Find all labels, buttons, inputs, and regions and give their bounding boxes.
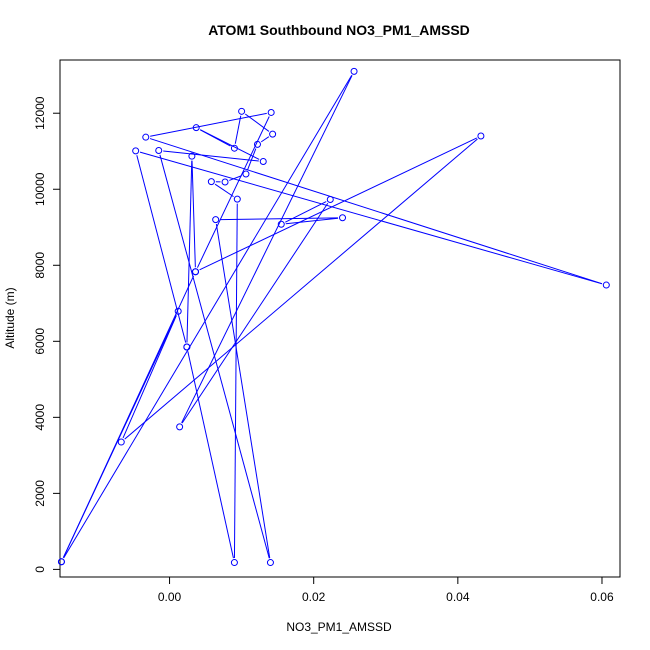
y-tick-label: 2000 <box>33 480 47 507</box>
y-axis: 0 2000 4000 6000 8000 10000 12000 <box>33 96 61 573</box>
data-point <box>142 133 150 141</box>
data-point <box>188 152 196 160</box>
data-point <box>192 124 200 132</box>
y-tick-label: 8000 <box>33 252 47 279</box>
data-point <box>57 558 65 566</box>
series-segment <box>233 203 238 559</box>
data-point <box>207 178 215 186</box>
series-segment <box>163 150 259 162</box>
series-segment <box>186 160 193 343</box>
data-point <box>242 170 250 178</box>
data-point <box>132 147 140 155</box>
data-point <box>212 216 220 224</box>
series-segment <box>191 160 196 268</box>
data-point <box>477 132 485 140</box>
series-layer <box>57 67 610 567</box>
series-segment <box>149 138 603 285</box>
data-point <box>183 343 191 351</box>
x-axis: 0.00 0.02 0.04 0.06 <box>158 576 614 604</box>
data-point <box>155 146 163 154</box>
data-point <box>266 559 274 567</box>
y-tick-label: 4000 <box>33 404 47 431</box>
data-point <box>253 140 261 148</box>
x-tick-label: 0.06 <box>590 590 614 604</box>
data-point <box>267 108 275 116</box>
x-tick-label: 0.04 <box>446 590 470 604</box>
series-segment <box>124 138 478 440</box>
series-segment <box>63 75 353 559</box>
series-segment <box>220 217 339 221</box>
y-axis-label: Altitude (m) <box>3 287 17 348</box>
series-segment <box>181 75 353 424</box>
series-segment <box>214 183 234 198</box>
data-point <box>277 220 285 228</box>
data-point <box>230 559 238 567</box>
series-segment <box>150 112 267 137</box>
y-tick-label: 10000 <box>33 172 47 206</box>
series-segment <box>122 315 177 439</box>
data-point <box>233 195 241 203</box>
data-point <box>221 178 229 186</box>
series-segment <box>234 115 242 144</box>
series-segment <box>136 155 187 343</box>
series-segment <box>181 202 329 424</box>
series-segment <box>187 351 234 559</box>
data-point <box>191 268 199 276</box>
series-segment <box>159 154 270 559</box>
x-axis-label: NO3_PM1_AMSSD <box>286 620 392 634</box>
series-segment <box>229 175 242 181</box>
series-segment <box>199 137 478 271</box>
data-point <box>117 438 125 446</box>
data-point <box>238 107 246 115</box>
y-tick-label: 0 <box>33 566 47 573</box>
data-point <box>174 307 182 315</box>
series-segment <box>247 148 257 171</box>
series-segment <box>285 217 339 225</box>
data-point <box>259 157 267 165</box>
x-tick-label: 0.00 <box>158 590 182 604</box>
y-tick-label: 6000 <box>33 328 47 355</box>
series-segment <box>139 151 603 285</box>
data-point <box>269 130 277 138</box>
series-segment <box>62 315 177 558</box>
data-point <box>230 144 238 152</box>
data-point <box>602 281 610 289</box>
data-point <box>176 423 184 431</box>
y-tick-label: 12000 <box>33 96 47 130</box>
data-point <box>339 214 347 222</box>
series-segment <box>199 129 231 147</box>
data-point <box>326 196 334 204</box>
chart-title: ATOM1 Southbound NO3_PM1_AMSSD <box>208 22 470 38</box>
x-tick-label: 0.02 <box>302 590 326 604</box>
data-point <box>350 67 358 75</box>
series-segment <box>260 136 270 143</box>
series-segment <box>215 224 271 559</box>
